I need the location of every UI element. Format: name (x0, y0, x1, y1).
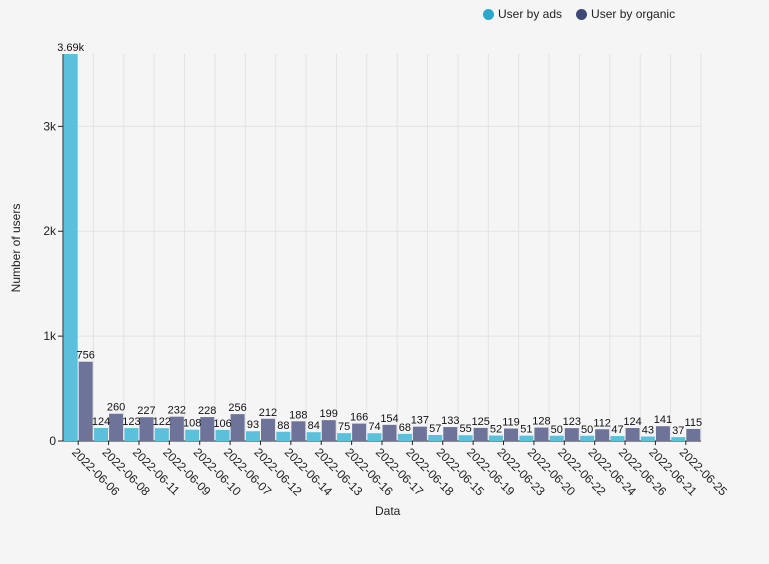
data-label-ads: 84 (308, 420, 320, 432)
data-label-ads: 93 (247, 419, 259, 431)
data-label-organic: 133 (441, 415, 459, 427)
bar-ads (94, 427, 109, 441)
bar-organic (534, 427, 549, 441)
data-label-organic: 256 (228, 402, 246, 414)
legend-organic-marker (576, 8, 588, 20)
data-label-organic: 232 (168, 405, 186, 417)
bar-ads (397, 433, 412, 441)
bar-ads (640, 436, 655, 441)
data-label-ads: 37 (672, 425, 684, 437)
bar-organic (686, 428, 701, 441)
bar-ads (63, 54, 78, 441)
data-label-ads: 108 (183, 418, 201, 430)
data-label-organic: 228 (198, 405, 216, 417)
y-tick-label: 2k (43, 224, 57, 238)
legend-organic-label: User by organic (591, 7, 676, 21)
bar-organic (382, 424, 397, 441)
data-label-organic: 115 (685, 417, 703, 429)
bar-organic (169, 416, 184, 441)
data-label-ads: 51 (520, 424, 532, 436)
bar-organic (291, 421, 306, 441)
y-tick-label: 0 (49, 434, 56, 448)
data-label-ads: 47 (611, 424, 623, 436)
bar-organic (352, 423, 367, 441)
bar-ads (337, 433, 352, 441)
bar-organic (473, 427, 488, 441)
data-label-ads: 123 (122, 416, 140, 428)
bar-organic (260, 418, 275, 441)
legend-item-ads[interactable]: User by ads (483, 7, 562, 21)
data-label-organic: 756 (77, 350, 95, 362)
bar-organic (321, 420, 336, 441)
bar-organic (504, 428, 519, 441)
data-label-ads: 43 (642, 424, 654, 436)
y-tick-label: 3k (43, 119, 57, 133)
data-label-ads: 122 (153, 416, 171, 428)
data-label-organic: 166 (350, 412, 368, 424)
bar-organic (595, 429, 610, 441)
bar-organic (564, 428, 579, 441)
data-label-ads: 55 (460, 423, 472, 435)
data-label-organic: 199 (320, 408, 338, 420)
data-label-ads: 52 (490, 424, 502, 436)
bar-ads (458, 435, 473, 441)
data-label-organic: 188 (289, 409, 307, 421)
bar-organic (655, 426, 670, 441)
bar-organic (230, 414, 245, 441)
data-label-organic: 141 (654, 414, 672, 426)
data-label-organic: 125 (471, 416, 489, 428)
bar-organic (625, 427, 640, 441)
bar-ads (154, 428, 169, 441)
bar-ads (549, 435, 564, 441)
legend-ads-marker (483, 8, 494, 20)
data-label-organic: 154 (380, 413, 398, 425)
legend-item-organic[interactable]: User by organic (576, 7, 675, 21)
data-label-organic: 128 (532, 416, 550, 428)
bar-ads (367, 433, 382, 441)
data-label-ads: 68 (399, 422, 411, 434)
bar-ads (185, 429, 200, 441)
bar-ads (124, 428, 139, 441)
data-label-ads: 74 (368, 421, 380, 433)
data-label-organic: 227 (137, 405, 155, 417)
bar-ads (580, 435, 595, 441)
data-label-organic: 260 (107, 402, 125, 414)
data-label-organic: 123 (563, 416, 581, 428)
data-label-organic: 124 (623, 416, 641, 428)
bar-ads (519, 435, 534, 441)
data-label-organic: 212 (259, 407, 277, 419)
data-label-organic: 119 (502, 417, 520, 429)
bar-organic (443, 427, 458, 441)
bar-ads (610, 436, 625, 441)
y-tick-label: 1k (43, 329, 57, 343)
data-label-ads: 50 (551, 424, 563, 436)
bar-ads (215, 429, 230, 441)
bar-ads (671, 437, 686, 441)
data-label-organic: 137 (411, 415, 429, 427)
bar-organic (200, 417, 215, 441)
bar-ads (428, 435, 443, 441)
bar-ads (489, 435, 504, 441)
bar-organic (109, 413, 124, 441)
data-label-ads: 75 (338, 421, 350, 433)
data-label-ads: 124 (92, 416, 110, 428)
data-label-ads: 50 (581, 424, 593, 436)
data-label-ads: 88 (277, 420, 289, 432)
data-label-organic: 112 (593, 417, 611, 429)
data-label-ads: 106 (213, 418, 231, 430)
legend: User by ads User by organic (483, 7, 675, 21)
bar-ads (306, 432, 321, 441)
bar-organic (139, 417, 154, 441)
legend-ads-label: User by ads (498, 7, 563, 21)
data-label-ads: 57 (429, 423, 441, 435)
x-axis-title: Data (375, 504, 401, 518)
bar-organic (412, 426, 427, 441)
data-label-ads: 3.69k (57, 42, 84, 54)
bar-ads (276, 431, 291, 441)
bar-organic (78, 361, 93, 441)
bar-ads (245, 431, 260, 441)
